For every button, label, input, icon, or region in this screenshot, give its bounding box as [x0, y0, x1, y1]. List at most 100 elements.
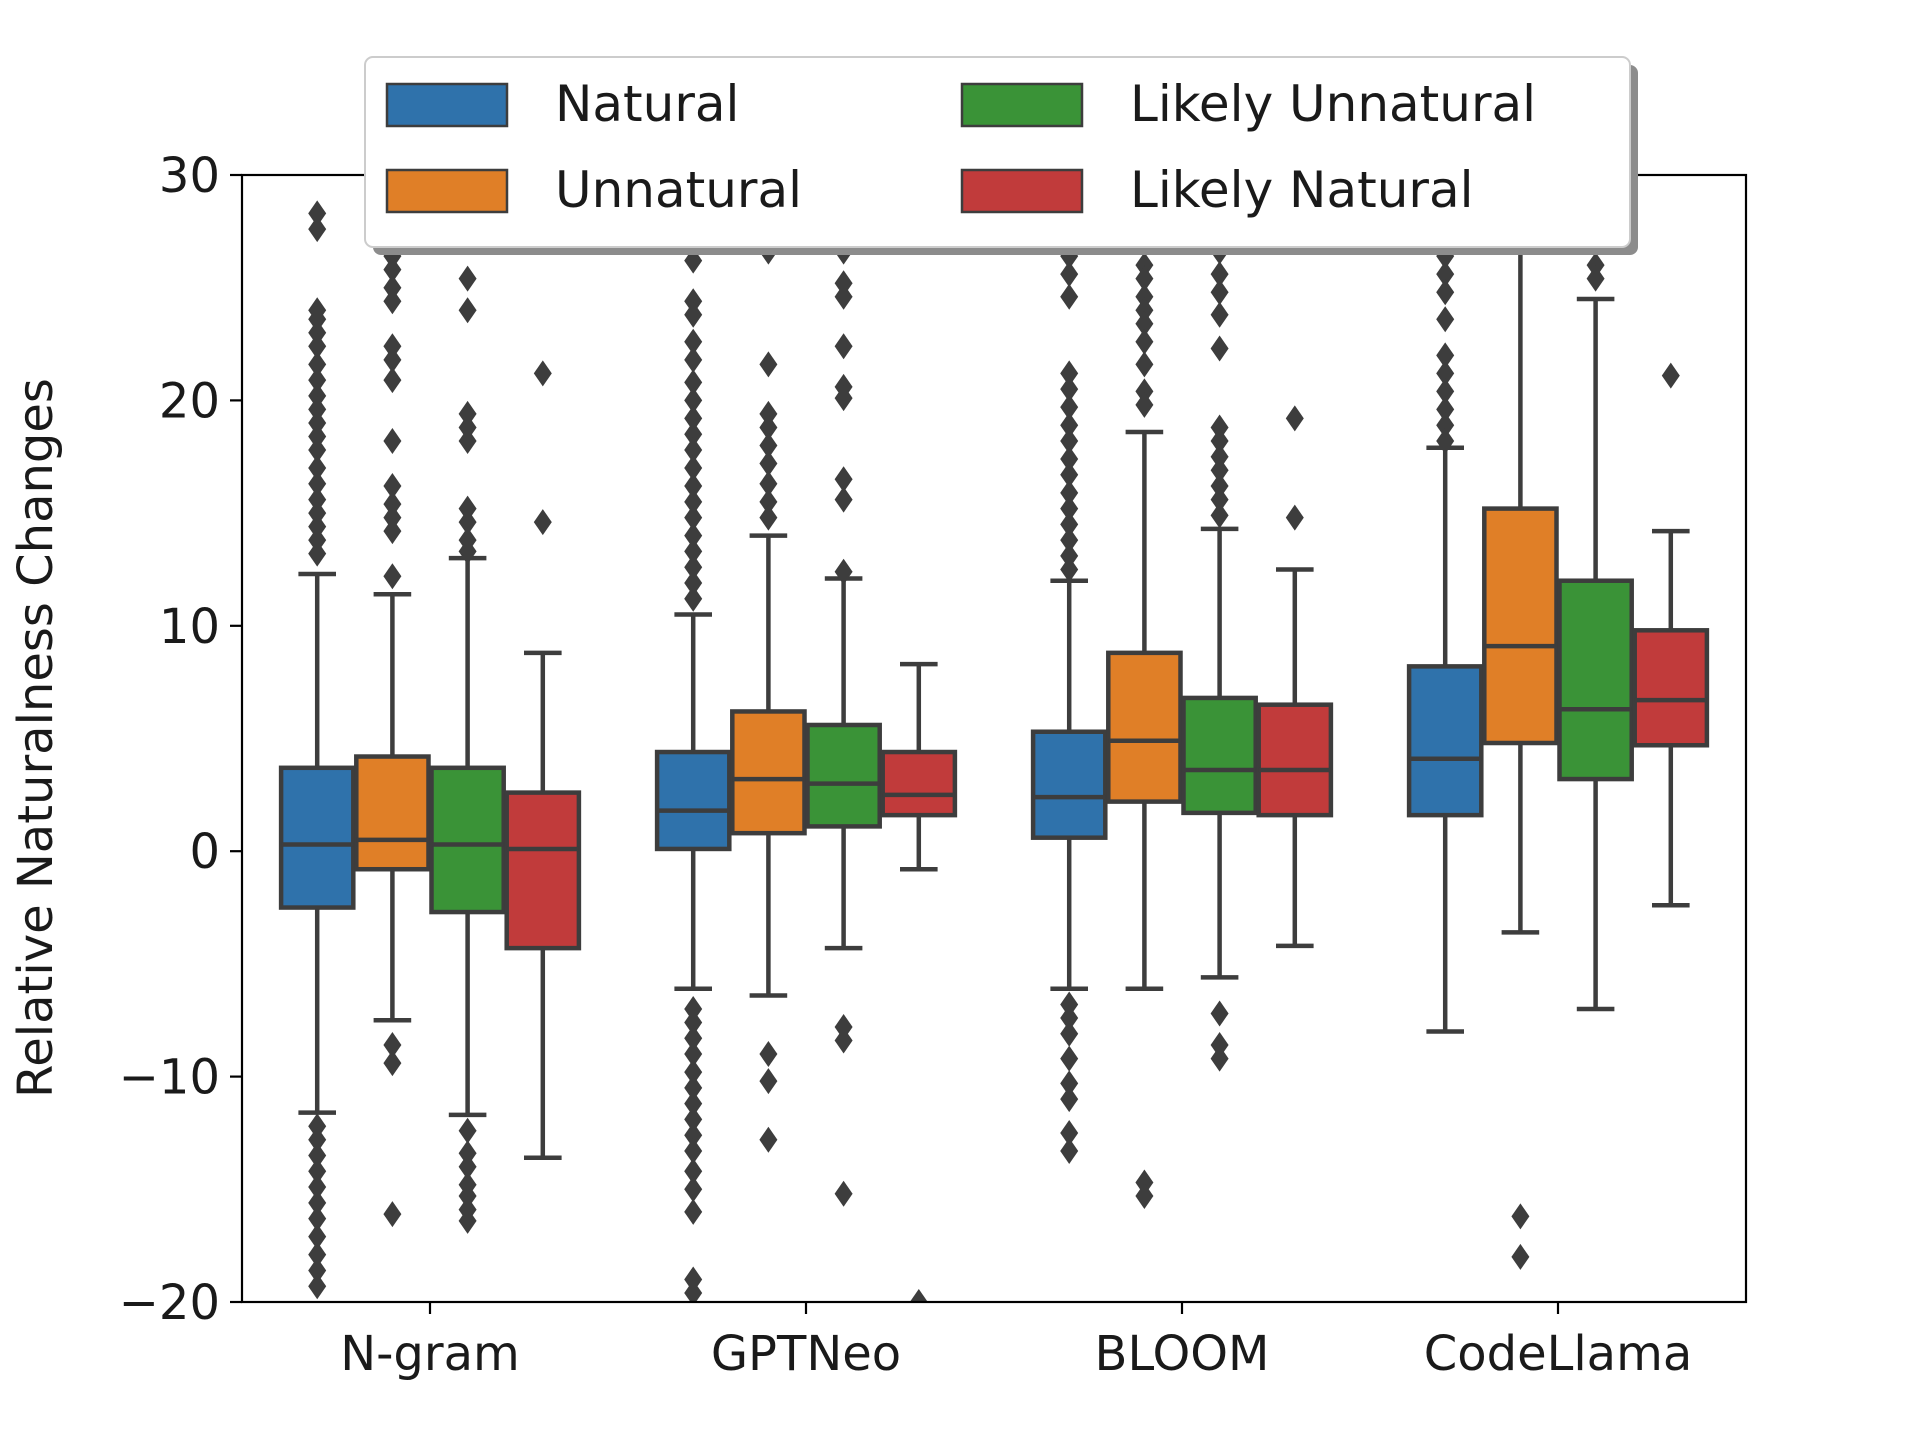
outlier-point	[533, 360, 552, 387]
outlier-point	[308, 1174, 327, 1201]
outlier-point	[684, 488, 703, 515]
outlier-point	[909, 1289, 928, 1302]
box-unnatural-codellama	[1482, 175, 1559, 1270]
outlier-point	[759, 488, 778, 515]
box-likely-unnatural-bloom	[1181, 238, 1258, 1072]
outlier-point	[834, 466, 853, 493]
outlier-point	[1060, 261, 1079, 288]
outlier-point	[684, 995, 703, 1022]
outlier-point	[684, 405, 703, 432]
legend-swatch	[385, 168, 509, 214]
outlier-point	[308, 1241, 327, 1268]
outlier-point	[684, 1176, 703, 1203]
legend-swatch	[960, 168, 1084, 214]
y-tick-label: 0	[189, 824, 220, 880]
outlier-point	[684, 1279, 703, 1302]
outlier-point	[834, 486, 853, 513]
iqr-box	[1181, 695, 1258, 816]
outlier-point	[834, 385, 853, 412]
legend-label: Likely Unnatural	[1130, 75, 1536, 133]
outlier-point	[1135, 391, 1154, 418]
iqr-box	[1557, 578, 1634, 782]
outlier-point	[1135, 378, 1154, 405]
outlier-point	[684, 369, 703, 396]
outlier-point	[1060, 479, 1079, 506]
outlier-point	[1210, 443, 1229, 470]
outlier-point	[308, 436, 327, 463]
iqr-box	[1406, 664, 1484, 818]
box-unnatural-n-gram	[354, 243, 431, 1228]
box-natural-bloom	[1030, 243, 1108, 1164]
outlier-point	[383, 346, 402, 373]
legend-swatch	[385, 82, 509, 128]
outlier-point	[1060, 283, 1079, 310]
legend-swatch	[960, 82, 1084, 128]
outlier-point	[1060, 511, 1079, 538]
outlier-point	[1210, 335, 1229, 362]
outlier-point	[1285, 405, 1304, 432]
outlier-point	[684, 455, 703, 482]
outlier-point	[1210, 502, 1229, 529]
outlier-point	[1060, 394, 1079, 421]
outlier-point	[684, 1137, 703, 1164]
outlier-point	[684, 1025, 703, 1052]
outlier-point	[684, 387, 703, 414]
outlier-point	[759, 1126, 778, 1153]
legend: Natural Unnatural Likely Unnatural Likely N…	[364, 56, 1638, 255]
outlier-point	[383, 1050, 402, 1077]
legend-box	[364, 56, 1631, 248]
outlier-point	[684, 538, 703, 565]
outlier-point	[1436, 306, 1455, 333]
outlier-point	[834, 1027, 853, 1054]
outlier-point	[1436, 360, 1455, 387]
outlier-point	[684, 1106, 703, 1133]
outlier-point	[533, 509, 552, 536]
outlier-point	[308, 1257, 327, 1284]
outlier-point	[684, 1158, 703, 1185]
outlier-point	[383, 473, 402, 500]
box-natural-gptneo	[654, 247, 732, 1302]
outlier-point	[308, 1205, 327, 1232]
iqr-box	[730, 709, 807, 836]
outlier-point	[1210, 427, 1229, 454]
y-tick-label: 20	[159, 373, 220, 429]
iqr-box	[1106, 650, 1183, 804]
outlier-point	[1060, 542, 1079, 569]
outlier-point	[759, 414, 778, 441]
outlier-point	[1210, 1000, 1229, 1027]
box-likely-natural-gptneo	[880, 661, 958, 1302]
iqr-box	[278, 765, 356, 910]
outlier-point	[383, 427, 402, 454]
outlier-point	[308, 486, 327, 513]
outlier-point	[308, 319, 327, 346]
outlier-point	[1060, 527, 1079, 554]
outlier-point	[1060, 360, 1079, 387]
outlier-point	[458, 400, 477, 427]
outlier-point	[834, 283, 853, 310]
outlier-point	[684, 346, 703, 373]
outlier-point	[1060, 1086, 1079, 1113]
legend-label: Unnatural	[555, 161, 802, 219]
outlier-point	[1060, 1119, 1079, 1146]
outlier-point	[308, 333, 327, 360]
outlier-point	[684, 504, 703, 531]
outlier-point	[1060, 556, 1079, 583]
box-likely-natural-n-gram	[504, 360, 582, 1160]
outlier-point	[308, 306, 327, 333]
outlier-point	[759, 504, 778, 531]
outlier-point	[684, 1122, 703, 1149]
outlier-point	[684, 522, 703, 549]
outlier-point	[1436, 412, 1455, 439]
outlier-point	[834, 1014, 853, 1041]
outlier-point	[834, 558, 853, 585]
outlier-point	[1210, 301, 1229, 328]
outlier-point	[308, 423, 327, 450]
outlier-point	[308, 1142, 327, 1169]
outlier-point	[684, 554, 703, 581]
boxes-layer	[278, 175, 1710, 1302]
legend-label: Natural	[555, 75, 739, 133]
outlier-point	[383, 367, 402, 394]
outlier-point	[1285, 504, 1304, 531]
box-unnatural-bloom	[1106, 252, 1183, 1210]
outlier-point	[1436, 279, 1455, 306]
